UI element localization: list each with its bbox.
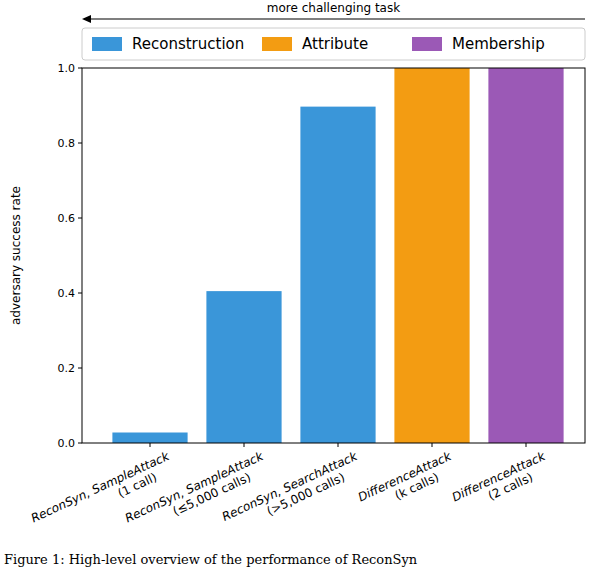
legend-box (82, 28, 585, 60)
x-tick (432, 443, 433, 447)
y-axis-label: adversary success rate (9, 186, 23, 325)
legend-label: Attribute (302, 35, 368, 53)
legend-label: Membership (452, 35, 545, 53)
y-tick (78, 368, 82, 369)
legend: Reconstruction Attribute Membership (82, 28, 585, 60)
bar (112, 433, 187, 444)
y-tick-label: 1.0 (58, 62, 76, 75)
legend-swatch (262, 37, 292, 51)
arrow (84, 18, 585, 19)
y-tick (78, 218, 82, 219)
y-tick-label: 0.0 (58, 437, 76, 450)
plot-frame (82, 68, 585, 443)
y-tick (78, 293, 82, 294)
chart: 0.0 0.2 0.4 0.6 0.8 1.0 ReconSyn, SampleAttack… (0, 0, 606, 570)
y-tick-label: 0.6 (58, 212, 76, 225)
x-tick (338, 443, 339, 447)
x-tick-label: ReconSyn, SampleAttack(≤5,000 calls) (123, 449, 272, 539)
y-tick (78, 143, 82, 144)
x-tick (150, 443, 151, 447)
annotation: more challenging task (267, 1, 400, 15)
x-tick-label: ReconSyn, SearchAttack(>5,000 calls) (220, 449, 366, 537)
bar (206, 291, 281, 443)
x-tick-label: DifferenceAttack(2 calls) (450, 449, 554, 518)
x-tick (526, 443, 527, 447)
x-tick-label: DifferenceAttack(k calls) (356, 449, 460, 518)
y-tick-label: 0.2 (58, 362, 76, 375)
legend-swatch (412, 37, 442, 51)
caption: Figure 1: High-level overview of the per… (4, 552, 418, 567)
bar (394, 68, 469, 443)
legend-label: Reconstruction (132, 35, 244, 53)
bar (488, 68, 563, 443)
y-tick-label: 0.8 (58, 137, 76, 150)
arrow-head (82, 15, 91, 23)
legend-swatch (92, 37, 122, 51)
y-tick (78, 68, 82, 69)
bar (300, 107, 375, 443)
y-tick (78, 443, 82, 444)
x-tick-label: ReconSyn, SampleAttack(1 call) (29, 449, 178, 539)
y-tick-label: 0.4 (58, 287, 76, 300)
bars (112, 68, 563, 443)
x-tick (244, 443, 245, 447)
